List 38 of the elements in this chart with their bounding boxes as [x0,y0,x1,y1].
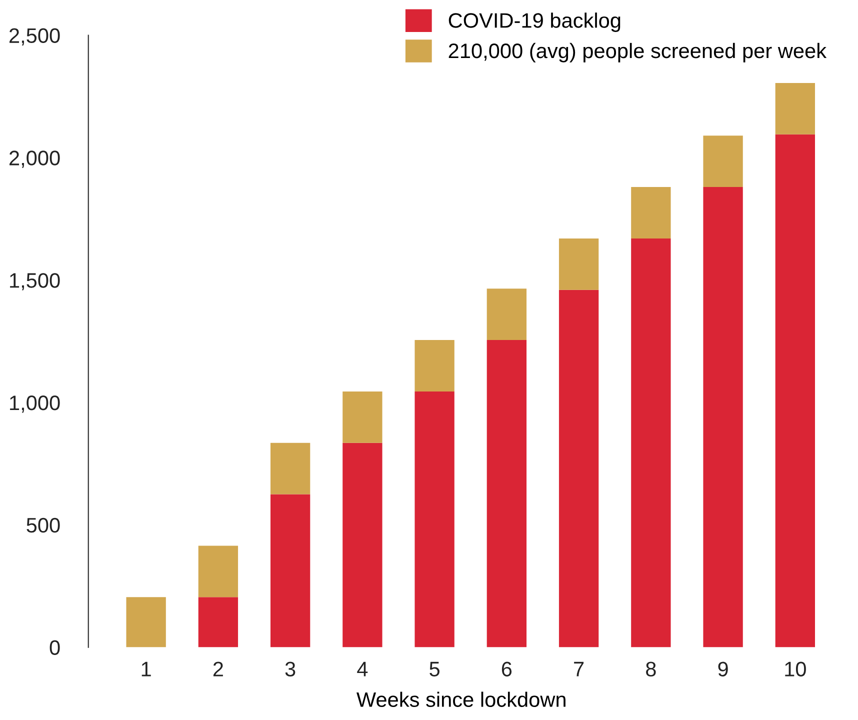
bar [558,290,599,648]
x-axis-title: Weeks since lockdown [356,692,566,708]
bar [270,494,310,648]
bar [486,288,527,340]
bar [342,442,382,648]
x-tick-label: 1 [142,662,151,676]
y-tick-label: 1,500 [10,273,60,290]
x-tick-label: 10 [785,662,806,676]
y-tick-label: 500 [26,518,60,533]
bar [631,238,671,648]
bar [414,340,454,392]
x-tick-label: 7 [574,662,584,676]
bar [703,136,743,188]
x-tick-label: 5 [430,662,440,676]
x-tick-label: 2 [213,662,223,676]
bar [198,597,238,648]
x-tick-label: 9 [718,662,728,676]
bar [775,83,815,134]
bar [414,391,454,648]
legend-label: COVID-19 backlog [448,12,620,32]
y-tick-label: 2,000 [10,150,60,168]
bar [486,340,527,648]
y-tick-label: 1,000 [10,395,60,413]
bar [775,134,815,648]
x-tick-label: 3 [285,662,296,676]
y-tick-label: 0 [50,640,60,656]
bar [270,442,310,494]
bar [342,391,382,443]
bar [126,597,166,648]
x-tick-label: 4 [357,662,368,676]
y-tick-label: 2,500 [10,28,60,46]
x-tick-label: 8 [646,662,656,676]
bar [631,187,671,238]
bar [198,546,238,598]
bar [558,238,599,290]
bar [703,187,743,648]
x-tick-label: 6 [502,662,512,676]
legend-label: 210,000 (avg) people screened per week [448,42,827,62]
